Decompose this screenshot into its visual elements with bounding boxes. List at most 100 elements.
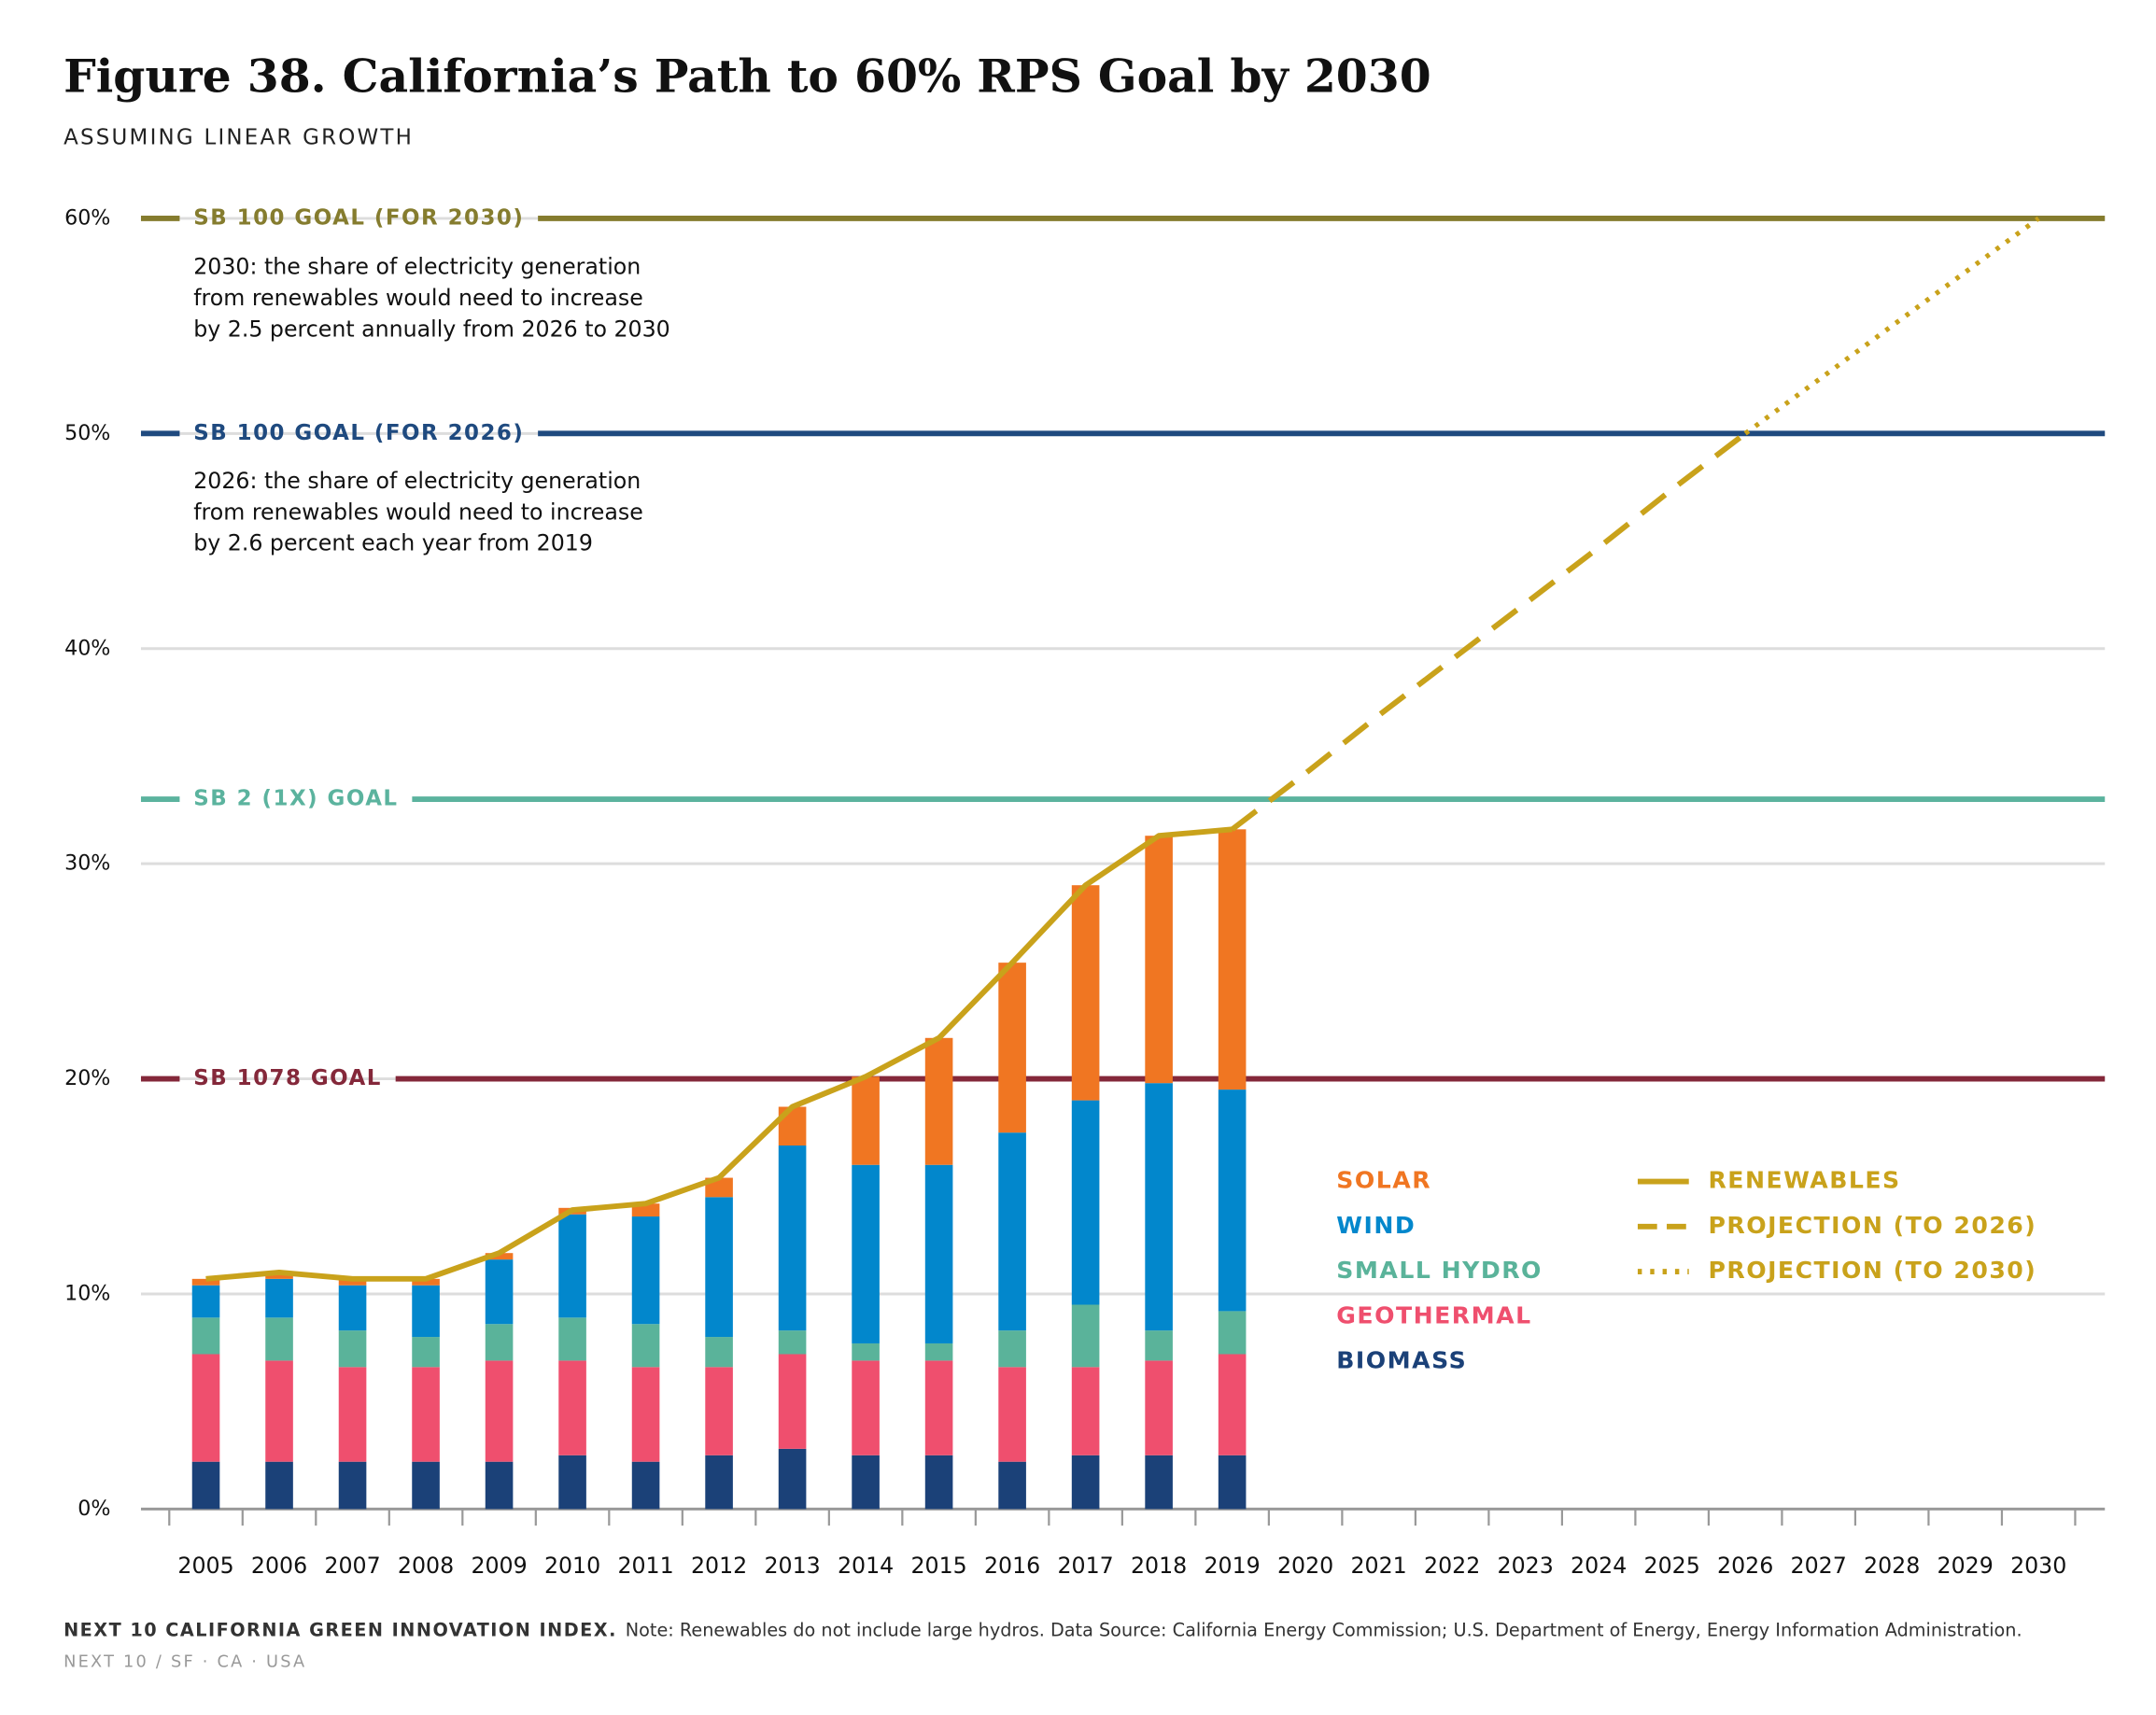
bar-segment xyxy=(924,1037,953,1165)
bar-segment xyxy=(631,1216,660,1325)
bar-segment xyxy=(1218,1089,1247,1312)
bar-segment xyxy=(1145,1083,1173,1331)
goal-label: SB 1078 GOAL xyxy=(193,1066,382,1090)
chart-subtitle: ASSUMING LINEAR GROWTH xyxy=(63,126,414,150)
x-tick-label: 2030 xyxy=(2010,1553,2066,1579)
x-tick-label: 2021 xyxy=(1351,1553,1407,1579)
x-tick-label: 2020 xyxy=(1277,1553,1333,1579)
x-tick-label: 2016 xyxy=(984,1553,1040,1579)
bar-segment xyxy=(778,1448,807,1510)
x-tick-label: 2013 xyxy=(764,1553,820,1579)
x-tick-label: 2010 xyxy=(544,1553,600,1579)
bar-segment xyxy=(998,1461,1026,1510)
bar-segment xyxy=(778,1354,807,1449)
legend-label: PROJECTION (TO 2030) xyxy=(1708,1257,2036,1284)
x-tick-label: 2007 xyxy=(324,1553,380,1579)
y-tick-label: 50% xyxy=(64,421,110,445)
x-tick-label: 2028 xyxy=(1864,1553,1920,1579)
line xyxy=(1230,430,1747,832)
y-tick-label: 40% xyxy=(64,636,110,660)
legend-label: SOLAR xyxy=(1336,1167,1431,1194)
bar-segment xyxy=(1071,1367,1100,1455)
bar-segment xyxy=(412,1285,440,1338)
bar-segment xyxy=(852,1076,880,1165)
bar-segment xyxy=(1145,1455,1173,1510)
bar-segment xyxy=(924,1360,953,1455)
bar-segment xyxy=(631,1461,660,1510)
footer-note: Note: Renewables do not include large hy… xyxy=(626,1619,2022,1640)
bar-segment xyxy=(412,1367,440,1462)
bar-segment xyxy=(191,1317,220,1355)
bar-segment xyxy=(558,1214,586,1318)
y-tick-label: 30% xyxy=(64,851,110,876)
legend-label: PROJECTION (TO 2026) xyxy=(1708,1212,2036,1239)
bar-segment xyxy=(412,1278,440,1286)
bar-segment xyxy=(924,1455,953,1510)
bar-segment xyxy=(778,1145,807,1331)
y-tick-label: 10% xyxy=(64,1281,110,1305)
bar-segment xyxy=(191,1354,220,1462)
x-tick-label: 2006 xyxy=(251,1553,307,1579)
bar-segment xyxy=(631,1367,660,1462)
bar-segment xyxy=(705,1367,733,1455)
x-tick-label: 2026 xyxy=(1717,1553,1773,1579)
bar-segment xyxy=(1071,885,1100,1101)
legend-label: GEOTHERMAL xyxy=(1336,1301,1531,1328)
bar-segment xyxy=(852,1360,880,1455)
chart-title: Figure 38. California’s Path to 60% RPS … xyxy=(63,49,1431,103)
legend-label: WIND xyxy=(1336,1212,1416,1239)
x-tick-label: 2005 xyxy=(177,1553,233,1579)
y-tick-label: 0% xyxy=(78,1497,110,1521)
bar-segment xyxy=(485,1324,514,1361)
x-tick-label: 2017 xyxy=(1057,1553,1113,1579)
bar-segment xyxy=(852,1342,880,1361)
bar-segment xyxy=(558,1360,586,1455)
legend-label: BIOMASS xyxy=(1336,1347,1467,1374)
bar-segment xyxy=(191,1278,220,1286)
goal-label: SB 2 (1X) GOAL xyxy=(193,787,398,811)
x-tick-label: 2019 xyxy=(1204,1553,1260,1579)
x-tick-label: 2008 xyxy=(398,1553,454,1579)
bar-segment xyxy=(1218,1455,1247,1510)
bar-segment xyxy=(338,1278,367,1286)
bar-segment xyxy=(191,1461,220,1510)
bar-segment xyxy=(485,1461,514,1510)
bar-segment xyxy=(412,1461,440,1510)
line xyxy=(205,826,1233,1282)
bar-segment xyxy=(485,1259,514,1325)
bar-segment xyxy=(1071,1455,1100,1510)
goal-label: SB 100 GOAL (FOR 2030) xyxy=(193,205,524,230)
line xyxy=(1743,216,2040,436)
bar-segment xyxy=(1071,1304,1100,1368)
x-tick-label: 2022 xyxy=(1424,1553,1480,1579)
bar-segment xyxy=(631,1324,660,1368)
bar-segment xyxy=(924,1342,953,1361)
bar-segment xyxy=(338,1461,367,1510)
x-tick-label: 2009 xyxy=(471,1553,527,1579)
annotation: by 2.6 percent each year from 2019 xyxy=(193,530,593,556)
annotation: from renewables would need to increase xyxy=(193,285,643,311)
bar-segment xyxy=(705,1455,733,1510)
bar-segment xyxy=(485,1360,514,1462)
x-tick-label: 2015 xyxy=(910,1553,966,1579)
bar-segment xyxy=(558,1317,586,1361)
bar-segment xyxy=(1218,1311,1247,1355)
bar-segment xyxy=(852,1455,880,1510)
y-tick-label: 60% xyxy=(64,205,110,230)
legend-label: RENEWABLES xyxy=(1708,1167,1900,1194)
x-tick-label: 2024 xyxy=(1571,1553,1627,1579)
bar-segment xyxy=(485,1253,514,1260)
bar-segment xyxy=(265,1278,293,1318)
annotation: from renewables would need to increase xyxy=(193,499,643,525)
bar-segment xyxy=(998,1367,1026,1462)
bar-segment xyxy=(191,1285,220,1318)
bar-segment xyxy=(1071,1100,1100,1305)
bar-segment xyxy=(265,1274,293,1279)
x-tick-label: 2018 xyxy=(1131,1553,1187,1579)
x-tick-label: 2025 xyxy=(1644,1553,1700,1579)
annotation: by 2.5 percent annually from 2026 to 203… xyxy=(193,316,670,342)
bar-segment xyxy=(705,1197,733,1338)
x-tick-label: 2012 xyxy=(691,1553,747,1579)
annotation: 2030: the share of electricity generatio… xyxy=(193,254,641,280)
